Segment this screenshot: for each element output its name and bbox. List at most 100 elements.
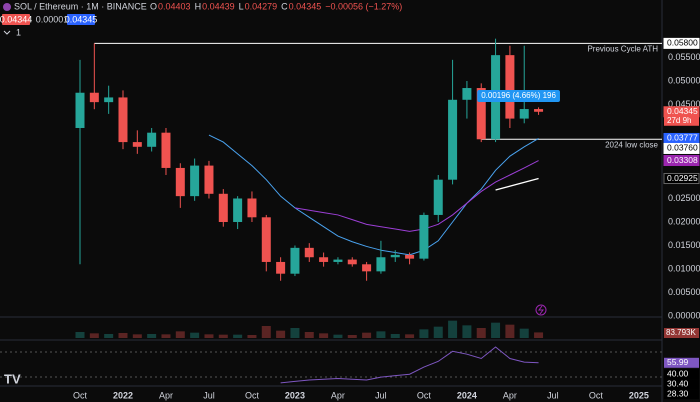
price-tag-label: 0.03308 (667, 155, 698, 165)
volume-bar (276, 330, 286, 338)
volume-bar (476, 328, 486, 338)
volume-bar (89, 333, 99, 338)
rsi-line (280, 346, 539, 384)
candle-body (405, 254, 415, 259)
event-icon-bolt (538, 305, 544, 315)
bid-box[interactable] (2, 14, 30, 25)
x-tick-label: Apr (503, 390, 517, 400)
candle-body (419, 214, 429, 259)
candle-body (519, 109, 529, 119)
candle-body (390, 254, 400, 258)
candle-body (362, 264, 372, 272)
x-tick-label: 2022 (113, 390, 133, 400)
level-label: Previous Cycle ATH (587, 44, 658, 53)
level-label: 2024 low close (605, 140, 658, 149)
volume-bar (448, 320, 458, 338)
y-tick-label: 0.05000 (668, 75, 700, 85)
volume-bar (319, 333, 329, 338)
volume-bar (204, 334, 214, 338)
candle-body (161, 132, 171, 168)
x-tick-label: 2024 (457, 390, 477, 400)
y-tick-label: 0.01500 (668, 240, 700, 250)
candle-body (319, 257, 329, 262)
price-tag (663, 37, 700, 49)
symbol-icon (3, 3, 11, 11)
candle-body (104, 97, 114, 103)
measure-label: 0.00196 (4.66%) 196 (481, 91, 556, 100)
volume-bar (505, 324, 515, 338)
volume-bar (190, 332, 200, 338)
volume-bar (333, 334, 343, 338)
volume-bar (519, 328, 529, 338)
volume-bar (161, 334, 171, 338)
candle-body (433, 179, 443, 215)
candle-body (190, 165, 200, 197)
volume-bar (405, 334, 415, 338)
y-tick-label: 0.01000 (668, 263, 700, 273)
ask[interactable]: 0.04345 (65, 14, 98, 24)
candle-body (89, 92, 99, 103)
ask-box[interactable] (67, 14, 95, 25)
candle-body (218, 193, 228, 222)
price-tag-label: 0.03777 (667, 133, 698, 143)
x-tick-label: Oct (417, 390, 432, 400)
ohlc-label: O (150, 1, 157, 11)
y-tick-label: 0.04500 (668, 99, 700, 109)
candle-body (290, 247, 300, 274)
y-tick-label: 0.00000 (668, 310, 700, 320)
rsi-tag (664, 369, 699, 380)
volume-bar (75, 332, 85, 338)
candle-body (333, 259, 343, 262)
price-tag-note: 27d 9h (667, 116, 691, 125)
volume-bar (118, 333, 128, 338)
volume-bar (132, 334, 142, 338)
ohlc-value: 0.04279 (245, 1, 278, 11)
price-tag-label: 0.04345 (667, 106, 698, 116)
ohlc-label: L (239, 1, 244, 11)
volume-bar (433, 326, 443, 338)
trend-line (495, 177, 539, 191)
volume-bar (218, 334, 228, 338)
volume-bar (347, 335, 357, 338)
y-tick-label: 0.02500 (668, 193, 700, 203)
ohlc-value: 0.04345 (289, 1, 322, 11)
measure-box (477, 90, 560, 102)
moving-average (294, 160, 539, 232)
x-tick-label: Oct (73, 390, 88, 400)
event-icon[interactable] (535, 304, 547, 316)
candle-body (448, 99, 458, 180)
rsi-tag-label: 30.40 (667, 379, 689, 389)
price-tag-note-bg (664, 116, 699, 126)
volume-bar (376, 331, 386, 338)
candle-body (376, 257, 386, 272)
change: −0.00056 (−1.27%) (325, 1, 402, 11)
volume-bar (462, 325, 472, 338)
volume-bar (261, 326, 271, 338)
x-tick-label: Jul (375, 390, 387, 400)
collapse-chevron[interactable] (3, 30, 11, 35)
volume-bar (304, 332, 314, 338)
candle-body (147, 132, 157, 147)
interval-tag: 1 (16, 27, 21, 37)
price-tag-label: 0.03760 (667, 143, 698, 153)
price-tag-label: 0.02925 (667, 173, 698, 183)
moving-average (208, 134, 539, 256)
candle-body (261, 217, 271, 262)
x-tick-label: Jul (203, 390, 215, 400)
x-tick-label: 2025 (629, 390, 649, 400)
volume-bar (390, 334, 400, 338)
candle-body (175, 167, 185, 197)
ohlc-label: H (195, 1, 202, 11)
logo[interactable]: TV (4, 371, 21, 386)
candle-body (247, 198, 257, 218)
rsi-tag-label: 55.99 (667, 357, 689, 367)
rsi-tag (664, 379, 699, 390)
bid[interactable]: 0.04344 (0, 14, 32, 24)
volume-bar (534, 332, 544, 338)
candle-body (276, 261, 286, 274)
volume-bar (290, 328, 300, 338)
candle-body (534, 109, 544, 112)
x-tick-label: Jul (547, 390, 559, 400)
volume-bar (104, 334, 114, 338)
rsi-tag (664, 357, 699, 368)
